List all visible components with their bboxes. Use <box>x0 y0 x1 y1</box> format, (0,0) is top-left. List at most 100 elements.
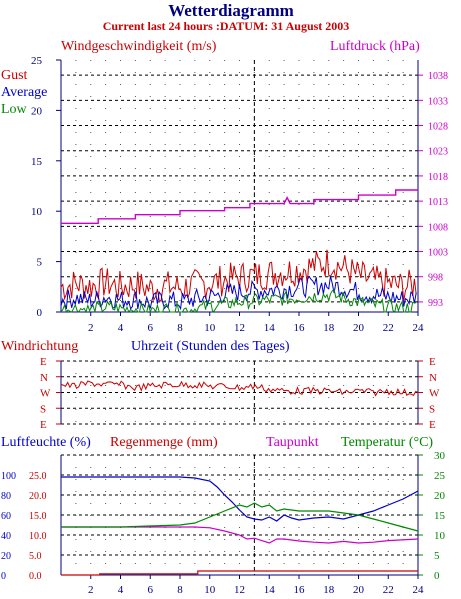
temperature-tick-label: 25 <box>434 470 446 482</box>
humidity-tick-label: 20 <box>1 551 11 562</box>
temperature-tick-label: 5 <box>434 550 440 562</box>
legend-average: Average <box>1 85 47 100</box>
pressure-tick-label: 1023 <box>428 147 448 158</box>
wind-chart-frame <box>60 60 419 313</box>
humidity-tick-label: 100 <box>1 471 16 482</box>
pressure-axis-label: Luftdruck (hPa) <box>330 39 420 54</box>
humidity-chart-series <box>61 476 419 576</box>
hour-tick-label: 6 <box>148 322 154 334</box>
hour-tick-label: 10 <box>204 322 216 334</box>
direction-tick-label-right: E <box>429 419 436 431</box>
hour-tick-label: 22 <box>383 322 394 334</box>
series-temperatur <box>61 502 419 532</box>
series-regenmenge <box>61 570 418 576</box>
wind-direction-grid <box>61 360 418 425</box>
wind-direction-series <box>60 380 419 397</box>
wind-chart-grid <box>61 60 418 312</box>
pressure-tick-label: 1028 <box>428 122 448 133</box>
page-title: Wetterdiagramm <box>168 1 294 20</box>
wind-speed-tick-label: 5 <box>37 257 43 269</box>
hour-tick-label: 12 <box>234 322 245 334</box>
humidity-chart-ticks: 0 5 10 15 20 25 30 0 20 40 60 80 100 0.0 5.0 10.0 15.0 20… <box>1 450 446 596</box>
series-windrichtung <box>60 380 419 397</box>
series-gust <box>60 249 417 302</box>
rain-tick-label: 0.0 <box>29 571 42 582</box>
pressure-tick-label: 1013 <box>428 197 448 208</box>
wind-chart-ticks: 9939981003100810131018102310281033103805… <box>31 55 448 334</box>
temperature-tick-label: 15 <box>434 510 446 522</box>
direction-tick-label-left: E <box>40 419 47 431</box>
direction-tick-label-right: N <box>429 372 437 384</box>
hour-tick-label: 16 <box>294 584 306 596</box>
wind-speed-tick-label: 0 <box>37 307 43 319</box>
humidity-chart-grid <box>61 454 418 575</box>
temperature-tick-label: 30 <box>434 450 446 462</box>
time-axis-label: Uhrzeit (Stunden des Tages) <box>131 339 290 354</box>
temperature-tick-label: 0 <box>434 570 440 582</box>
hour-tick-label: 14 <box>264 322 276 334</box>
hour-tick-label: 22 <box>383 584 394 596</box>
pressure-tick-label: 1033 <box>428 96 448 107</box>
hour-tick-label: 18 <box>323 584 335 596</box>
temperature-label: Temperatur (°C) <box>341 435 433 450</box>
rain-tick-label: 5.0 <box>29 551 42 562</box>
rain-tick-label: 25.0 <box>29 471 47 482</box>
rain-tick-label: 15.0 <box>29 511 47 522</box>
hour-tick-label: 12 <box>234 584 245 596</box>
humidity-tick-label: 0 <box>1 571 6 582</box>
rain-tick-label: 10.0 <box>29 531 47 542</box>
legend-gust: Gust <box>1 68 28 83</box>
humidity-tick-label: 80 <box>1 491 11 502</box>
rain-tick-label: 20.0 <box>29 491 47 502</box>
humidity-tick-label: 60 <box>1 511 11 522</box>
wind-speed-tick-label: 25 <box>31 55 43 67</box>
hour-tick-label: 8 <box>177 584 183 596</box>
legend-low: Low <box>1 102 28 117</box>
series-luftdruck <box>61 189 418 225</box>
series-low <box>60 288 417 314</box>
humidity-tick-label: 40 <box>1 531 11 542</box>
humidity-label: Luftfeuchte (%) <box>1 435 91 450</box>
wind-chart-series <box>60 189 418 314</box>
wind-direction-label: Windrichtung <box>1 339 78 354</box>
wind-speed-axis-label: Windgeschwindigkeit (m/s) <box>61 39 217 54</box>
rain-label: Regenmenge (mm) <box>110 435 218 450</box>
direction-tick-label-right: W <box>429 388 440 400</box>
series-taupunkt <box>61 526 419 544</box>
hour-tick-label: 4 <box>118 322 124 334</box>
dew-point-label: Taupunkt <box>266 435 319 450</box>
hour-tick-label: 10 <box>204 584 216 596</box>
hour-tick-label: 24 <box>413 584 425 596</box>
pressure-tick-label: 1008 <box>428 222 448 233</box>
wind-speed-tick-label: 20 <box>31 105 43 117</box>
direction-tick-label-left: W <box>40 388 51 400</box>
pressure-tick-label: 1003 <box>428 248 448 259</box>
wind-direction-ticks: E EN NW WS SE E <box>40 356 440 431</box>
wind-speed-tick-label: 10 <box>31 206 43 218</box>
hour-tick-label: 18 <box>323 322 335 334</box>
pressure-tick-label: 1038 <box>428 71 448 82</box>
series-luftfeuchte <box>61 476 419 522</box>
hour-tick-label: 6 <box>148 584 154 596</box>
temperature-tick-label: 20 <box>434 490 446 502</box>
direction-tick-label-right: E <box>429 356 436 368</box>
pressure-tick-label: 1018 <box>428 172 448 183</box>
hour-tick-label: 2 <box>88 584 94 596</box>
direction-tick-label-left: N <box>40 372 48 384</box>
direction-tick-label-left: E <box>40 356 47 368</box>
hour-tick-label: 20 <box>353 322 365 334</box>
hour-tick-label: 20 <box>353 584 365 596</box>
wind-speed-tick-label: 15 <box>31 156 43 168</box>
direction-tick-label-right: S <box>429 403 435 415</box>
hour-tick-label: 14 <box>264 584 276 596</box>
pressure-tick-label: 998 <box>428 273 443 284</box>
hour-tick-label: 2 <box>88 322 94 334</box>
direction-tick-label-left: S <box>40 403 46 415</box>
hour-tick-label: 24 <box>413 322 425 334</box>
hour-tick-label: 4 <box>118 584 124 596</box>
series-average <box>60 275 417 311</box>
page-subtitle: Current last 24 hours :DATUM: 31 August … <box>103 19 350 33</box>
pressure-tick-label: 993 <box>428 298 443 309</box>
hour-tick-label: 16 <box>294 322 306 334</box>
hour-tick-label: 8 <box>177 322 183 334</box>
